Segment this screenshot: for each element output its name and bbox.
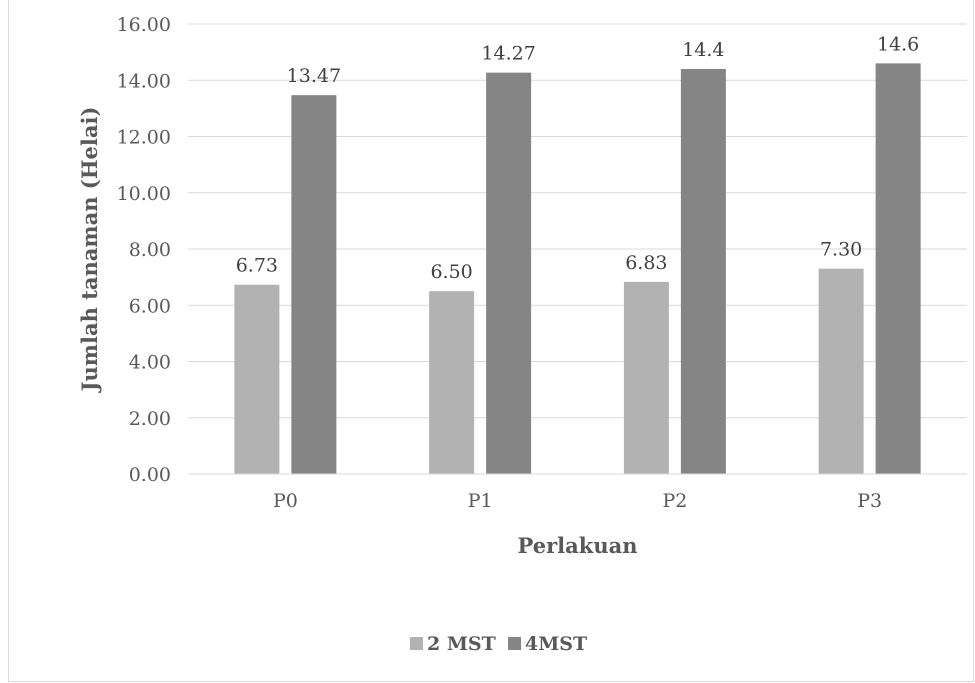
x-tick-label: P1 <box>468 490 493 512</box>
data-label: 6.83 <box>625 252 667 274</box>
data-label: 14.4 <box>682 39 724 61</box>
bar-P0-4MST <box>291 95 337 474</box>
legend-label: 2 MST <box>427 633 496 655</box>
y-tick-label: 2.00 <box>129 408 171 430</box>
data-label: 13.47 <box>287 65 341 87</box>
legend: 2 MST 4MST <box>410 633 587 655</box>
x-tick-label: P2 <box>662 490 687 512</box>
legend-swatch <box>508 637 521 650</box>
bar-P3-2-MST <box>818 268 864 474</box>
y-axis-label: Jumlah tanaman (Helai) <box>77 107 102 394</box>
x-axis-ticks: P0 P1 P2 P3 <box>273 490 882 512</box>
y-tick-label: 16.00 <box>117 14 171 36</box>
y-tick-label: 12.00 <box>117 127 171 149</box>
y-tick-label: 10.00 <box>117 183 171 205</box>
bar-P2-2-MST <box>623 281 669 474</box>
chart-frame <box>8 0 974 682</box>
x-axis-label: Perlakuan <box>518 533 638 558</box>
x-tick-label: P0 <box>273 490 298 512</box>
y-tick-label: 4.00 <box>129 352 171 374</box>
x-tick-label: P3 <box>857 490 882 512</box>
y-tick-label: 0.00 <box>129 464 171 486</box>
bar-P1-4MST <box>486 72 532 474</box>
bar-P1-2-MST <box>429 291 475 474</box>
legend-swatch <box>410 637 423 650</box>
data-label: 6.73 <box>236 255 278 277</box>
data-label: 7.30 <box>820 239 862 261</box>
data-label: 6.50 <box>430 261 472 283</box>
data-label: 14.27 <box>481 43 535 65</box>
y-axis-ticks: 0.00 2.00 4.00 6.00 8.00 10.00 12.00 14.00 16.00 <box>117 14 171 486</box>
y-tick-label: 6.00 <box>129 295 171 317</box>
bar-P0-2-MST <box>234 284 280 474</box>
y-tick-label: 8.00 <box>129 239 171 261</box>
y-tick-label: 14.00 <box>117 70 171 92</box>
bar-P3-4MST <box>875 63 921 474</box>
bar-P2-4MST <box>680 69 726 474</box>
bars <box>234 63 921 474</box>
data-label: 14.6 <box>877 33 919 55</box>
legend-label: 4MST <box>525 633 587 655</box>
data-labels: 6.73 13.47 6.50 14.27 6.83 14.4 7.30 14.6 <box>236 33 920 283</box>
